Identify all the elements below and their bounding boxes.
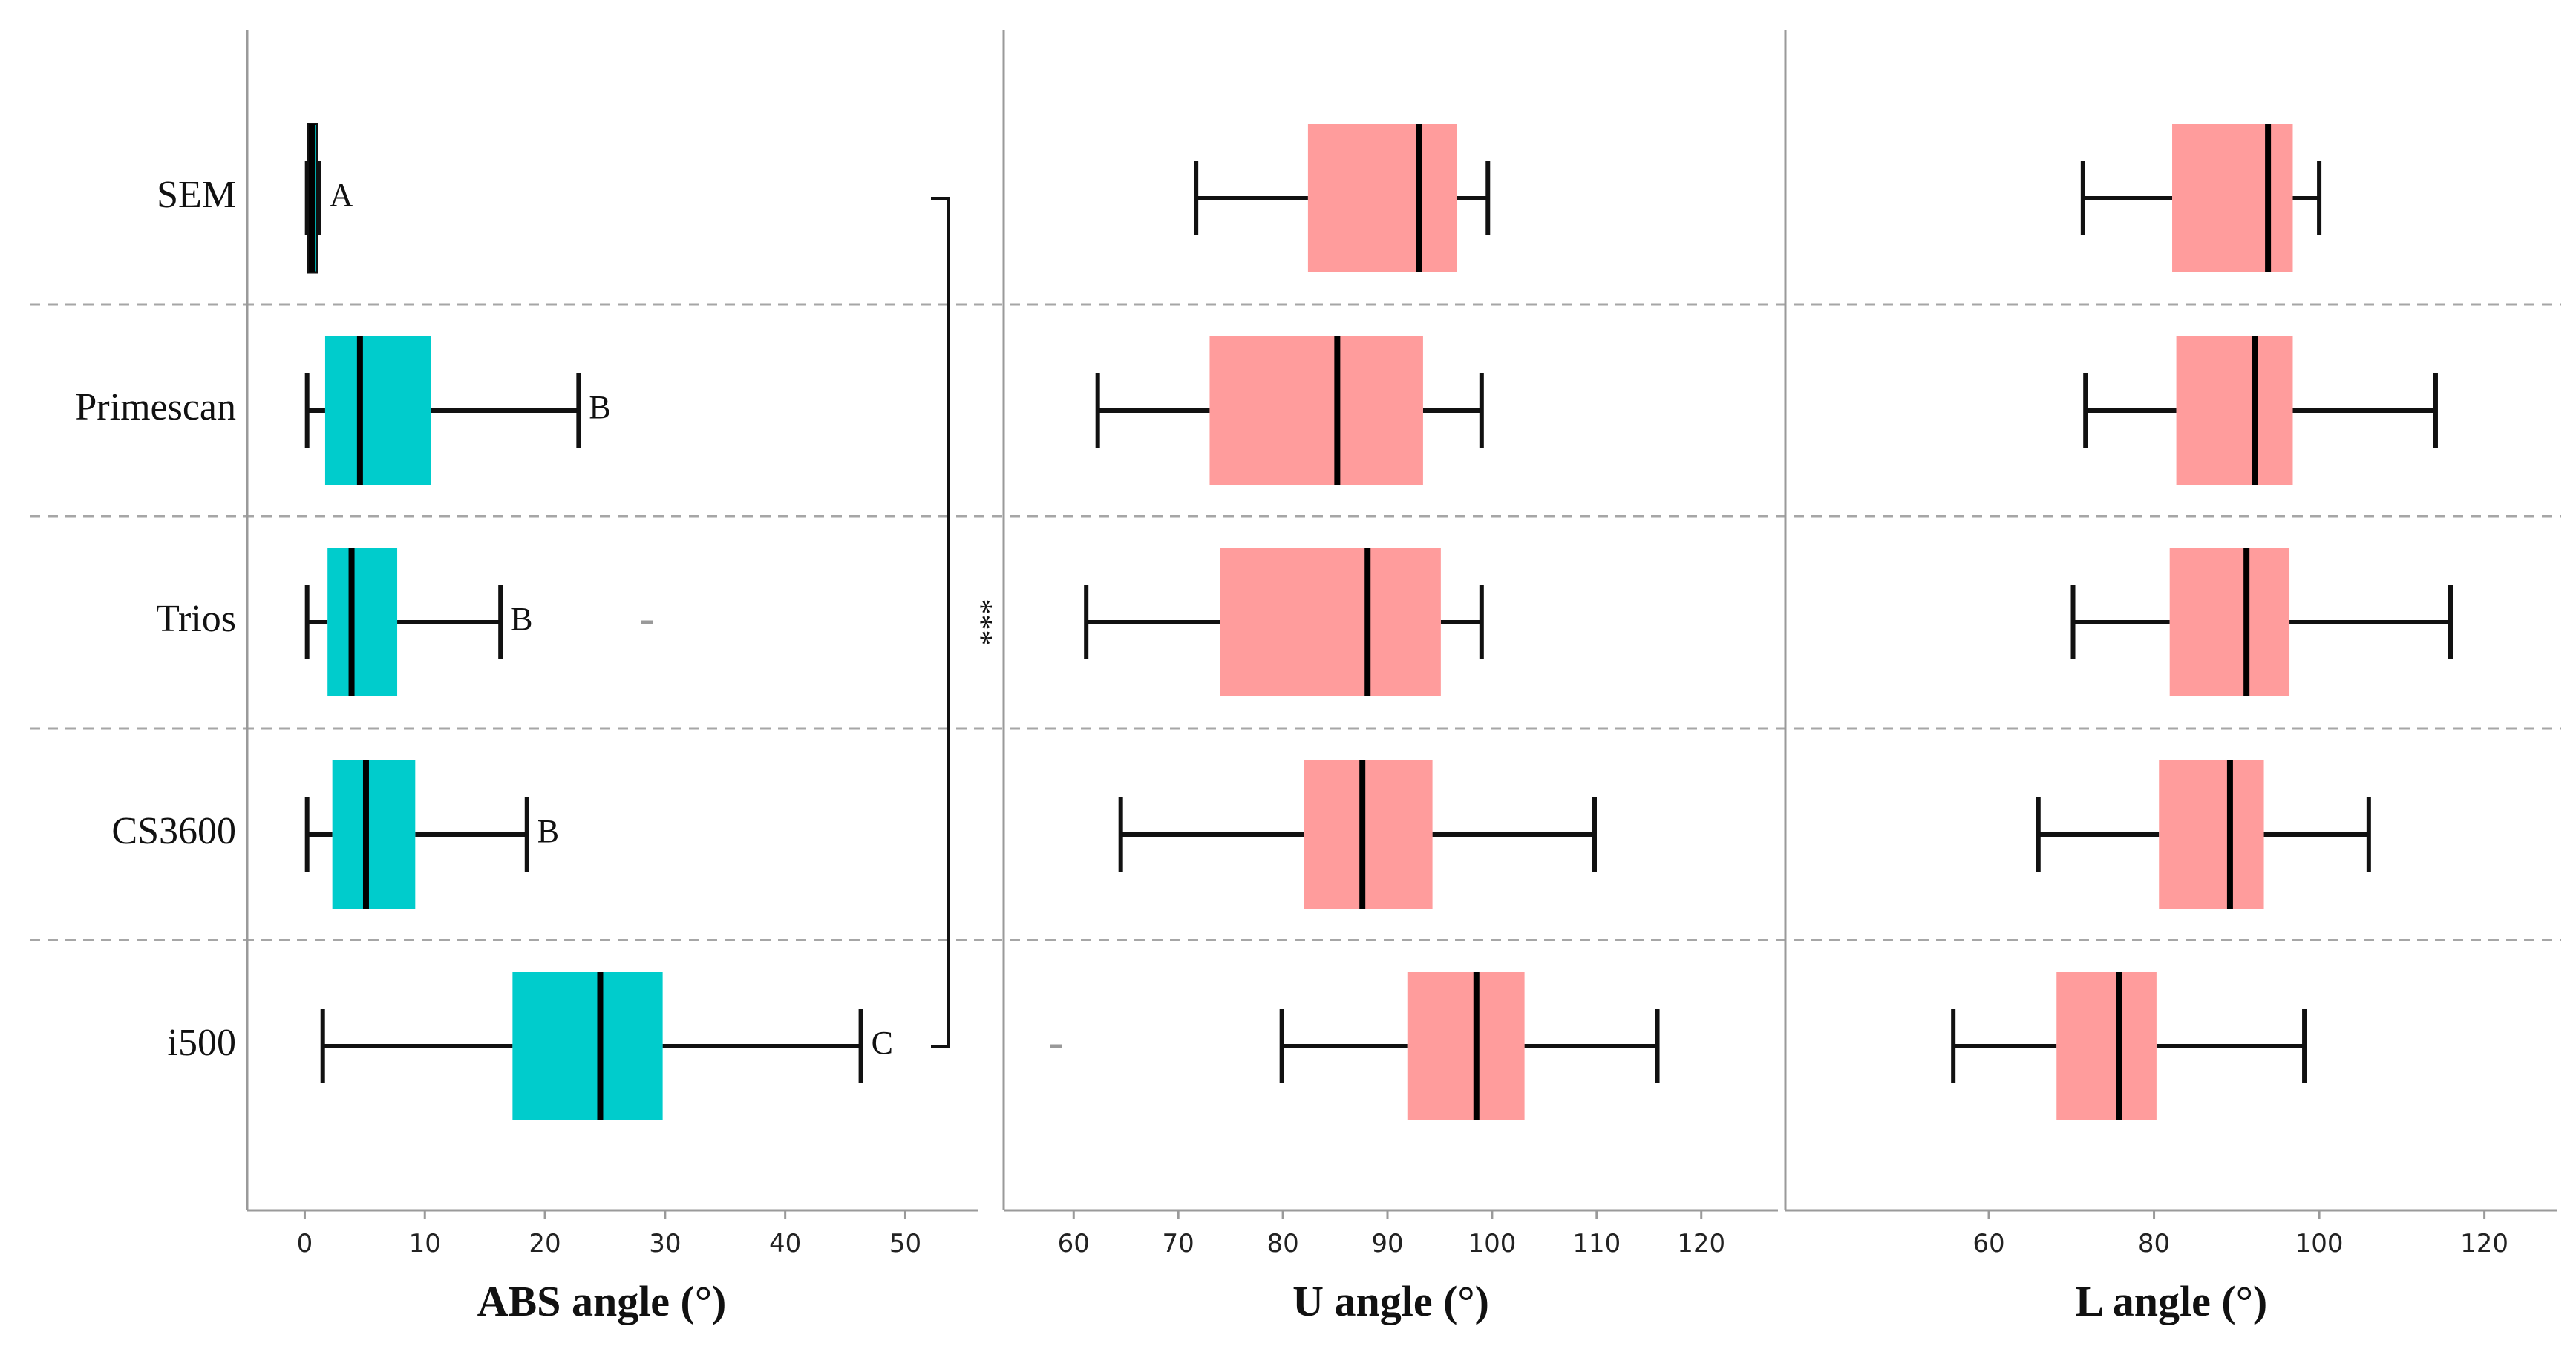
abs-sem-group-letter: A <box>330 177 353 213</box>
abs-tick-label-30: 30 <box>649 1229 681 1259</box>
l-cs3600-box <box>2159 760 2264 909</box>
u-tick-label-90: 90 <box>1371 1229 1403 1259</box>
abs-trios-group-letter: B <box>511 601 532 637</box>
abs-i500-group-letter: C <box>872 1025 893 1061</box>
abs-tick-label-20: 20 <box>529 1229 560 1259</box>
u-primescan-box <box>1209 336 1423 485</box>
u-tick-label-80: 80 <box>1266 1229 1298 1259</box>
abs-primescan-box <box>324 336 431 485</box>
abs-cs3600-group-letter: B <box>537 813 559 849</box>
abs-i500-box <box>512 972 663 1120</box>
abs-tick-label-10: 10 <box>409 1229 441 1259</box>
l-tick-label-60: 60 <box>1972 1229 2004 1259</box>
significance-bracket <box>931 197 950 1048</box>
category-label-primescan: Primescan <box>75 386 236 428</box>
l-primescan-box <box>2176 336 2293 485</box>
u-x-axis-label: U angle (°) <box>1292 1277 1489 1325</box>
u-tick-label-120: 120 <box>1677 1229 1725 1259</box>
abs-tick-label-40: 40 <box>769 1229 801 1259</box>
u-tick-label-70: 70 <box>1163 1229 1194 1259</box>
l-sem-box <box>2172 124 2293 272</box>
u-trios-box <box>1220 548 1441 696</box>
category-label-sem: SEM <box>157 174 236 216</box>
u-sem-box <box>1307 124 1457 272</box>
abs-tick-label-0: 0 <box>297 1229 313 1259</box>
l-i500-box <box>2056 972 2157 1120</box>
category-label-cs3600: CS3600 <box>111 810 236 852</box>
l-tick-label-120: 120 <box>2460 1229 2508 1259</box>
category-label-trios: Trios <box>156 598 236 640</box>
abs-primescan-group-letter: B <box>589 389 610 425</box>
l-tick-label-100: 100 <box>2295 1229 2344 1259</box>
significance-marker: *** <box>964 599 998 646</box>
l-trios-box <box>2169 548 2290 696</box>
abs-cs3600-box <box>332 760 416 909</box>
abs-tick-label-50: 50 <box>889 1229 921 1259</box>
abs-x-axis-label: ABS angle (°) <box>477 1277 727 1325</box>
u-i500-box <box>1407 972 1525 1120</box>
u-cs3600-box <box>1304 760 1433 909</box>
l-x-axis-label: L angle (°) <box>2076 1277 2267 1325</box>
abs-trios-box <box>327 548 398 696</box>
u-tick-label-60: 60 <box>1058 1229 1090 1259</box>
u-tick-label-110: 110 <box>1572 1229 1621 1259</box>
u-tick-label-100: 100 <box>1468 1229 1516 1259</box>
l-tick-label-80: 80 <box>2138 1229 2170 1259</box>
category-label-i500: i500 <box>168 1022 236 1064</box>
